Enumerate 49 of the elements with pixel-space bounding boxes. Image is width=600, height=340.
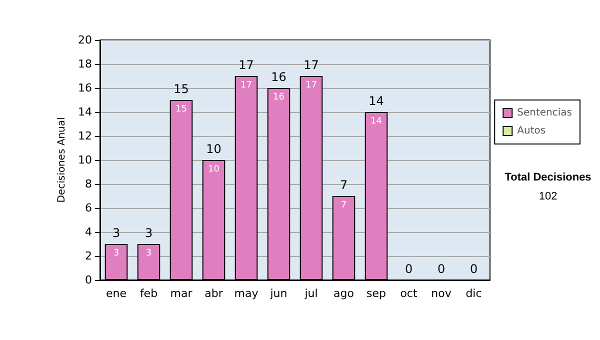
- data-label: 17: [306, 80, 317, 90]
- text: 102: [538, 190, 558, 202]
- data-label: 3: [113, 248, 120, 258]
- total-label: 0: [404, 262, 413, 276]
- y-tick-label: 12: [78, 130, 92, 142]
- data-label: 16: [273, 92, 285, 102]
- data-label: 15: [176, 104, 187, 114]
- x-tick-label: may: [234, 287, 259, 300]
- data-label: 17: [240, 80, 252, 90]
- total-label: 14: [368, 94, 384, 108]
- x-tick-label: ago: [334, 287, 354, 300]
- text: Total Decisiones: [504, 172, 592, 184]
- x-tick-label: jun: [269, 287, 288, 300]
- y-tick-label: 10: [78, 154, 92, 166]
- y-tick-label: 16: [78, 82, 92, 94]
- y-tick-label: 6: [85, 202, 92, 214]
- data-label: 10: [208, 164, 220, 174]
- data-label: 7: [340, 200, 347, 210]
- total-label: 10: [206, 142, 222, 156]
- y-tick-label: 20: [78, 34, 92, 46]
- y-tick-label: 18: [78, 58, 92, 70]
- y-axis-title: Decisiones Anual: [56, 117, 68, 203]
- total-label: 0: [437, 262, 446, 276]
- data-label: 14: [370, 116, 382, 126]
- x-tick-label: oct: [400, 287, 418, 300]
- total-label: 3: [112, 226, 120, 240]
- legend-label: Autos: [517, 126, 546, 136]
- total-label: 7: [340, 178, 348, 192]
- total-label: 17: [238, 58, 254, 72]
- x-tick-label: mar: [170, 287, 193, 300]
- total-label: 15: [174, 82, 189, 96]
- x-tick-label: abr: [204, 287, 224, 300]
- legend-label: Sentencias: [517, 108, 572, 118]
- y-tick-label: 8: [85, 178, 92, 190]
- x-tick-label: ene: [106, 287, 127, 300]
- x-tick-label: jul: [304, 287, 318, 300]
- total-label: 3: [144, 226, 153, 240]
- y-tick-label: 0: [85, 274, 92, 286]
- y-tick-label: 2: [85, 250, 92, 262]
- total-label: 17: [304, 58, 319, 72]
- data-label: 3: [146, 248, 152, 258]
- total-label: 16: [271, 70, 286, 84]
- x-tick-label: sep: [366, 287, 386, 300]
- x-tick-label: dic: [466, 287, 482, 300]
- y-tick-label: 14: [78, 106, 92, 118]
- x-tick-label: feb: [140, 287, 158, 300]
- x-tick-label: nov: [431, 287, 452, 300]
- y-tick-label: 4: [85, 226, 92, 238]
- total-label: 0: [470, 262, 478, 276]
